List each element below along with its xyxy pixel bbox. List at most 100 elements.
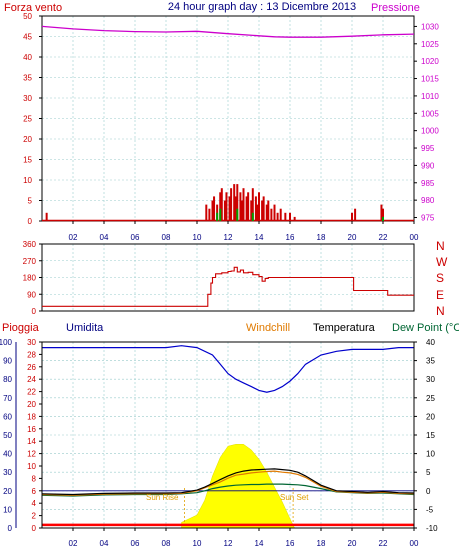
wind-panel-xtick-label: 14 [255,233,264,242]
wind-ytick-label: 30 [23,94,32,103]
pressure-ytick-label: 1030 [421,22,439,31]
humidity-ytick-label: 70 [3,394,12,403]
pressure-ytick-label: 990 [421,161,435,170]
rain-ytick-label: 12 [27,450,36,459]
humidity-ytick-label: 40 [3,450,12,459]
windchill-line [41,470,415,496]
temperature-line [41,468,415,496]
pressure-ytick-label: 985 [421,179,435,188]
rain-ytick-label: 28 [27,350,36,359]
temp-ytick-label: 0 [426,487,431,496]
pressure-ytick-label: 1020 [421,57,439,66]
wind-ytick-label: 25 [23,115,32,124]
temp-ytick-label: -10 [426,524,438,533]
wind-panel-xtick-label: 06 [131,233,140,242]
wind-ytick-label: 50 [23,12,32,21]
humidity-ytick-label: 30 [3,468,12,477]
rain-legend: Pioggia [2,322,40,334]
rain-ytick-label: 14 [27,437,36,446]
temp-ytick-label: 5 [426,468,431,477]
pressure-ytick-label: 1025 [421,40,439,49]
wind-panel-xtick-label: 20 [348,233,357,242]
pressure-ytick-label: 1005 [421,109,439,118]
wind-ytick-label: 5 [28,197,33,206]
rain-ytick-label: 10 [27,462,36,471]
pressure-ytick-label: 1015 [421,75,439,84]
wind-panel-xtick-label: 12 [224,233,233,242]
pressure-ytick-label: 1000 [421,127,439,136]
pressure-ytick-label: 995 [421,144,435,153]
temp-panel-xtick-label: 18 [317,539,326,548]
temperature-legend: Temperatura [313,322,376,334]
wind-panel-xtick-label: 10 [193,233,202,242]
temp-ytick-label: 15 [426,431,435,440]
pressure-ytick-label: 975 [421,214,435,223]
wind-direction-panel: 0 90 180 270 360 [23,240,415,316]
wind-axis-title: Forza vento [4,2,62,14]
humidity-ytick-label: 10 [3,505,12,514]
wind-ytick-label: 0 [28,217,33,226]
wind-ytick-label: 15 [23,156,32,165]
pressure-ytick-label: 1010 [421,92,439,101]
temp-panel-xtick-label: 16 [286,539,295,548]
rain-ytick-label: 2 [32,512,37,521]
temp-panel-xtick-label: 00 [410,539,419,548]
rain-ytick-label: 4 [32,499,37,508]
compass-label-n-bottom: N [436,304,445,318]
temp-panel-xtick-label: 06 [131,539,140,548]
compass-label-w: W [436,255,448,269]
rain-ytick-label: 26 [27,363,36,372]
humidity-ytick-label: 60 [3,412,12,421]
direction-ytick-label: 0 [32,307,37,316]
rain-ytick-label: 20 [27,400,36,409]
temp-panel-xtick-label: 08 [162,539,171,548]
rain-ytick-label: 6 [32,487,37,496]
temperature-humidity-panel: -10-505101520253035400102030405060708090… [0,338,438,548]
rain-ytick-label: 16 [27,425,36,434]
direction-ytick-label: 270 [23,257,37,266]
rain-ytick-label: 8 [32,474,37,483]
wind-panel-xtick-label: 02 [69,233,78,242]
pressure-axis-title: Pressione [371,2,420,14]
humidity-ytick-label: 80 [3,375,12,384]
temp-panel-xtick-label: 20 [348,539,357,548]
pressure-line [41,25,415,38]
humidity-line [42,345,414,393]
humidity-ytick-label: 90 [3,357,12,366]
temp-ytick-label: 20 [426,412,435,421]
rain-ytick-label: 22 [27,388,36,397]
compass-label-e: E [436,288,444,302]
wind-ytick-label: 40 [23,53,32,62]
temp-panel-xtick-label: 22 [379,539,388,548]
temp-panel-xtick-label: 14 [255,539,264,548]
pressure-ytick-label: 980 [421,196,435,205]
solar-area [181,444,296,529]
wind-ytick-label: 20 [23,135,32,144]
sunrise-annotation: Sun Rise [146,493,179,502]
rain-ytick-label: 24 [27,375,36,384]
temp-ytick-label: 10 [426,450,435,459]
sunset-annotation: Sun Set [280,493,309,502]
temp-ytick-label: 30 [426,375,435,384]
direction-ytick-label: 360 [23,240,37,249]
wind-panel-xtick-label: 08 [162,233,171,242]
temp-ytick-label: 40 [426,338,435,347]
wind-panel-xtick-label: 16 [286,233,295,242]
windchill-legend: Windchill [246,322,290,334]
wind-panel-xtick-label: 00 [410,233,419,242]
chart-title: 24 hour graph day : 13 Dicembre 2013 [168,1,356,13]
direction-ytick-label: 90 [27,290,36,299]
compass-label-n-top: N [436,239,445,253]
temp-panel-xtick-label: 12 [224,539,233,548]
direction-line [42,266,414,307]
wind-ytick-label: 35 [23,74,32,83]
rain-ytick-label: 30 [27,338,36,347]
wind-ytick-label: 10 [23,176,32,185]
temp-panel-xtick-label: 10 [193,539,202,548]
dewpoint-legend: Dew Point (°C [392,322,459,334]
wind-pressure-panel: 0510152025303540455097598098599099510001… [23,12,439,242]
temp-panel-xtick-label: 04 [100,539,109,548]
temp-ytick-label: -5 [426,505,434,514]
rain-ytick-label: 0 [32,524,37,533]
